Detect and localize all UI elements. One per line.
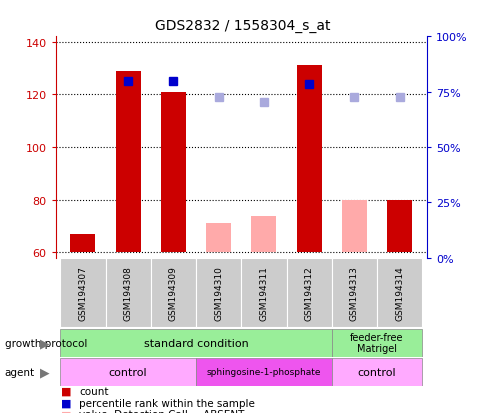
- Bar: [196, 259, 241, 328]
- Bar: [60, 259, 106, 328]
- Text: ■: ■: [60, 398, 71, 408]
- Text: GSM194312: GSM194312: [304, 266, 313, 320]
- Bar: [331, 329, 422, 357]
- Bar: [60, 329, 331, 357]
- Bar: [296, 66, 321, 253]
- Bar: [331, 259, 376, 328]
- Bar: [331, 358, 422, 386]
- Bar: [286, 259, 331, 328]
- Text: count: count: [79, 386, 108, 396]
- Text: GSM194309: GSM194309: [168, 266, 178, 320]
- Text: sphingosine-1-phosphate: sphingosine-1-phosphate: [206, 367, 320, 376]
- Bar: [196, 358, 331, 386]
- Bar: [376, 259, 422, 328]
- Text: ■: ■: [60, 409, 71, 413]
- Bar: [241, 259, 286, 328]
- Bar: [386, 200, 411, 253]
- Text: standard condition: standard condition: [143, 338, 248, 348]
- Bar: [341, 200, 366, 253]
- Text: growth protocol: growth protocol: [5, 338, 87, 348]
- Bar: [106, 259, 151, 328]
- Text: ▶: ▶: [40, 336, 50, 349]
- Text: GSM194314: GSM194314: [394, 266, 403, 320]
- Bar: [151, 259, 196, 328]
- Bar: [116, 71, 140, 253]
- Text: ▶: ▶: [40, 365, 50, 378]
- Bar: [161, 93, 185, 253]
- Text: ■: ■: [60, 386, 71, 396]
- Text: feeder-free
Matrigel: feeder-free Matrigel: [349, 332, 403, 354]
- Text: percentile rank within the sample: percentile rank within the sample: [79, 398, 255, 408]
- Bar: [60, 358, 196, 386]
- Bar: [70, 235, 95, 253]
- Text: control: control: [357, 367, 395, 377]
- Text: GSM194310: GSM194310: [214, 266, 223, 320]
- Text: GSM194311: GSM194311: [259, 266, 268, 320]
- Text: GDS2832 / 1558304_s_at: GDS2832 / 1558304_s_at: [154, 19, 330, 33]
- Text: agent: agent: [5, 367, 35, 377]
- Bar: [251, 216, 276, 253]
- Text: GSM194313: GSM194313: [349, 266, 358, 320]
- Text: GSM194308: GSM194308: [123, 266, 133, 320]
- Text: value, Detection Call = ABSENT: value, Detection Call = ABSENT: [79, 409, 244, 413]
- Text: control: control: [108, 367, 147, 377]
- Text: GSM194307: GSM194307: [78, 266, 87, 320]
- Bar: [206, 224, 231, 253]
